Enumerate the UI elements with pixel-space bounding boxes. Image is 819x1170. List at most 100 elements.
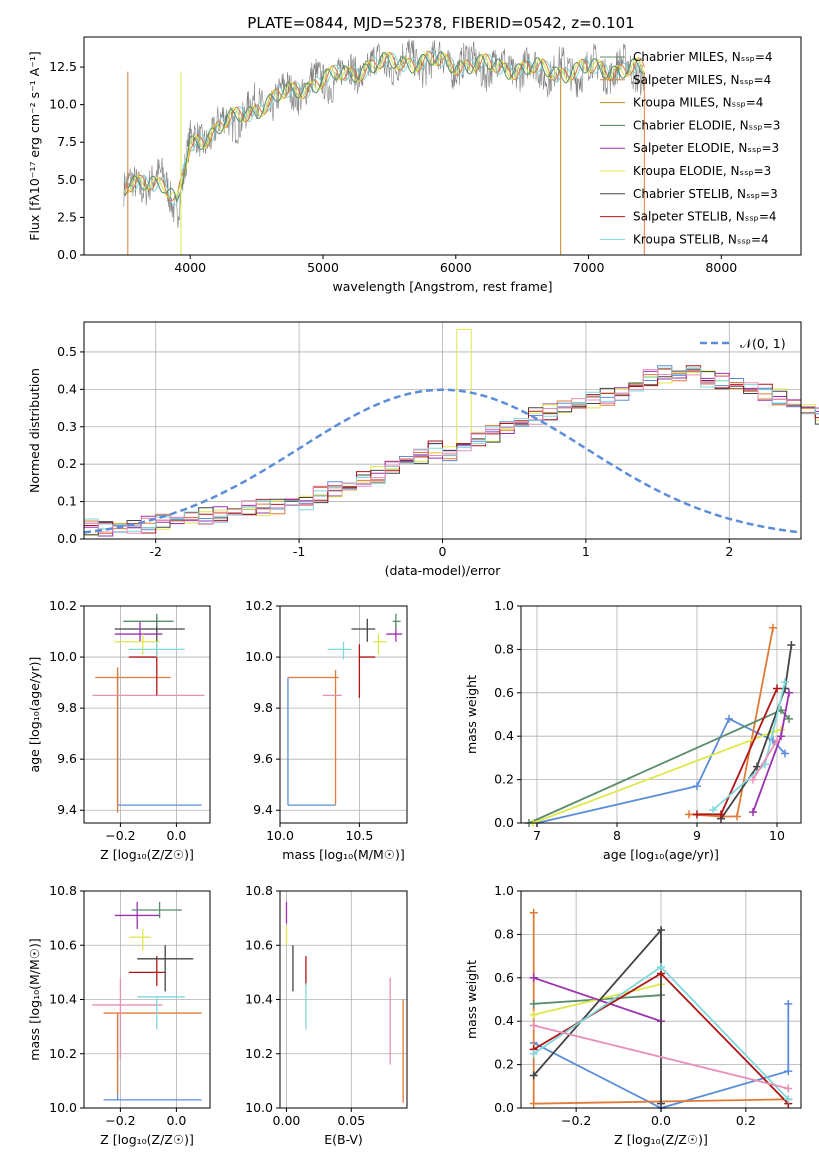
mass_vs_Z-ytick-label: 10.2 <box>49 1046 77 1061</box>
mw_vs_Z-point-marker <box>657 926 665 935</box>
mw_vs_Z-point-marker <box>784 1095 793 1104</box>
spectrum-ytick-label: 12.5 <box>49 59 77 74</box>
mass_vs_ebv-ytick-label: 10.2 <box>245 1046 273 1061</box>
spectrum-ylabel: Flux [fλ10⁻¹⁷ erg cm⁻² s⁻¹ A⁻¹] <box>27 51 42 240</box>
age_vs_Z-ytick-label: 9.8 <box>57 700 77 715</box>
residuals-histogram-step <box>84 369 819 534</box>
residuals-ytick-label: 0.5 <box>57 344 77 359</box>
mass_vs_Z-ytick-label: 10.0 <box>49 1100 77 1115</box>
age_vs_Z-xlabel: Z [log₁₀(Z/Z☉)] <box>100 847 194 862</box>
age_vs_Z-xtick-label: 0.0 <box>166 828 186 843</box>
age_vs_mass-ytick-label: 9.6 <box>253 751 273 766</box>
mw_vs_Z-ytick-label: 0.0 <box>494 1100 514 1115</box>
age_vs_mass-frame <box>279 605 408 824</box>
mw_vs_age-xtick-label: 8 <box>613 828 621 843</box>
residuals-legend-label: 𝒩(0, 1) <box>740 336 786 351</box>
mw_vs_Z-ytick-label: 0.2 <box>494 1057 514 1072</box>
mw_vs_Z-point-marker <box>657 1099 665 1108</box>
residuals-ytick-label: 0.3 <box>57 419 77 434</box>
mw_vs_age-point-marker <box>685 810 693 819</box>
age_vs_mass-xlabel: mass [log₁₀(M/M☉)] <box>282 847 404 862</box>
spectrum-ytick-label: 10.0 <box>49 97 77 112</box>
mw_vs_age-ytick-label: 0.2 <box>494 772 514 787</box>
mass_vs_Z-ylabel: mass [log₁₀(M/M☉)] <box>27 938 42 1060</box>
mw_vs_age-ytick-label: 0.6 <box>494 685 514 700</box>
mw_vs_Z-point-marker <box>529 1021 538 1030</box>
mw_vs_age-xtick-label: 10 <box>769 828 785 843</box>
mw_vs_age-point-marker <box>787 641 796 650</box>
residuals-ytick-label: 0.1 <box>57 494 77 509</box>
spectrum-ytick-label: 2.5 <box>57 209 77 224</box>
mw_vs_Z-xtick-label: 0.0 <box>651 1113 671 1128</box>
age_vs_mass-ytick-label: 10.0 <box>245 649 273 664</box>
age_vs_Z-ylabel: age [log₁₀(age/yr)] <box>27 657 42 773</box>
mw_vs_age-point-marker <box>773 684 781 693</box>
mass_vs_Z-ytick-label: 10.6 <box>49 937 77 952</box>
mw_vs_age-ylabel: mass weight <box>464 675 479 754</box>
mass_vs_ebv-ytick-label: 10.6 <box>245 937 273 952</box>
mw_vs_Z-series-line <box>533 1024 789 1090</box>
spectrum-model-line <box>123 51 645 203</box>
mw_vs_age-point-marker <box>717 810 725 819</box>
mass_vs_Z-xlabel: Z [log₁₀(Z/Z☉)] <box>100 1132 194 1147</box>
age_vs_Z-frame <box>83 605 211 824</box>
mass_vs_Z-ytick-label: 10.4 <box>49 992 77 1007</box>
mw_vs_age-point-marker <box>781 749 789 758</box>
mw_vs_Z-point-marker <box>784 1067 793 1076</box>
spectrum-legend-label: Salpeter STELIB, Nₛₛₚ=4 <box>633 210 777 224</box>
mass_vs_Z-xtick-label: 0.0 <box>166 1113 186 1128</box>
mw_vs_age-point-marker <box>693 782 701 791</box>
mw_vs_age-point-marker <box>777 732 785 741</box>
mw_vs_age-point-marker <box>749 775 757 784</box>
mw_vs_age-point-marker <box>785 688 793 697</box>
mw_vs_Z-point-marker <box>529 1099 538 1108</box>
mw_vs_age-point-marker <box>781 677 789 686</box>
mw_vs_Z-point-marker <box>529 908 538 917</box>
mw_vs_Z-series-line <box>533 1003 790 1109</box>
spectrum-xtick-label: 6000 <box>440 260 472 275</box>
residuals-xtick-label: -1 <box>293 544 305 559</box>
mass_vs_Z-xtick-label: −0.2 <box>105 1113 135 1128</box>
spectrum-legend-label: Kroupa ELODIE, Nₛₛₚ=3 <box>633 164 771 178</box>
mw_vs_age-ytick-label: 1.0 <box>494 598 514 613</box>
mw_vs_Z-ytick-label: 0.4 <box>494 1013 514 1028</box>
residuals-gaussian-line <box>83 388 802 534</box>
spectrum-frame <box>83 36 802 256</box>
mw_vs_Z-point-marker <box>529 1010 538 1019</box>
mw_vs_age-ytick-label: 0.4 <box>494 728 514 743</box>
mw_vs_Z-xtick-label: −0.2 <box>561 1113 591 1128</box>
residuals-xlabel: (data-model)/error <box>385 563 502 578</box>
mw_vs_age-point-marker <box>749 808 757 817</box>
mw_vs_age-series-line <box>720 644 793 820</box>
spectrum-legend-label: Salpeter MILES, Nₛₛₚ=4 <box>633 73 771 87</box>
spectrum-xtick-label: 8000 <box>705 260 737 275</box>
mw_vs_Z-point-marker <box>529 999 538 1008</box>
residuals-ylabel: Normed distribution <box>27 368 42 493</box>
age_vs_mass-ytick-label: 9.8 <box>253 700 273 715</box>
residuals-xtick-label: 2 <box>725 544 733 559</box>
spectrum-legend-label: Chabrier ELODIE, Nₛₛₚ=3 <box>633 118 780 132</box>
age_vs_mass-xtick-label: 10.0 <box>266 828 294 843</box>
mw_vs_age-point-marker <box>693 810 701 819</box>
mw_vs_age-point-marker <box>769 623 777 632</box>
mw_vs_Z-xtick-label: 0.2 <box>736 1113 756 1128</box>
spectrum-model-line <box>123 51 645 198</box>
spectrum-model-line <box>123 50 645 206</box>
residuals-ytick-label: 0.2 <box>57 456 77 471</box>
mw_vs_age-ytick-label: 0.0 <box>494 815 514 830</box>
mass_vs_ebv-ytick-label: 10.4 <box>245 992 273 1007</box>
mw_vs_Z-point-marker <box>529 1071 538 1080</box>
residuals-xtick-label: 0 <box>439 544 447 559</box>
age_vs_mass-ytick-label: 10.2 <box>245 598 273 613</box>
mw_vs_age-point-marker <box>753 762 761 771</box>
mw_vs_age-point-marker <box>725 714 733 723</box>
spectrum-legend-label: Kroupa STELIB, Nₛₛₚ=4 <box>633 232 769 246</box>
mw_vs_age-xtick-label: 9 <box>693 828 701 843</box>
mw_vs_age-series-line <box>752 740 778 781</box>
spectrum-legend-label: Chabrier STELIB, Nₛₛₚ=3 <box>633 187 778 201</box>
mw_vs_age-series-line <box>688 627 774 818</box>
mw_vs_age-xlabel: age [log₁₀(age/yr)] <box>603 847 719 862</box>
mw_vs_age-ytick-label: 0.8 <box>494 641 514 656</box>
mass_vs_ebv-ytick-label: 10.0 <box>245 1100 273 1115</box>
spectrum-legend-label: Salpeter ELODIE, Nₛₛₚ=3 <box>633 141 779 155</box>
